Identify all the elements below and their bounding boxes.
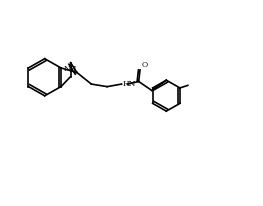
Text: NH: NH bbox=[64, 65, 77, 73]
Text: HN: HN bbox=[123, 80, 136, 88]
Text: O: O bbox=[141, 61, 148, 69]
